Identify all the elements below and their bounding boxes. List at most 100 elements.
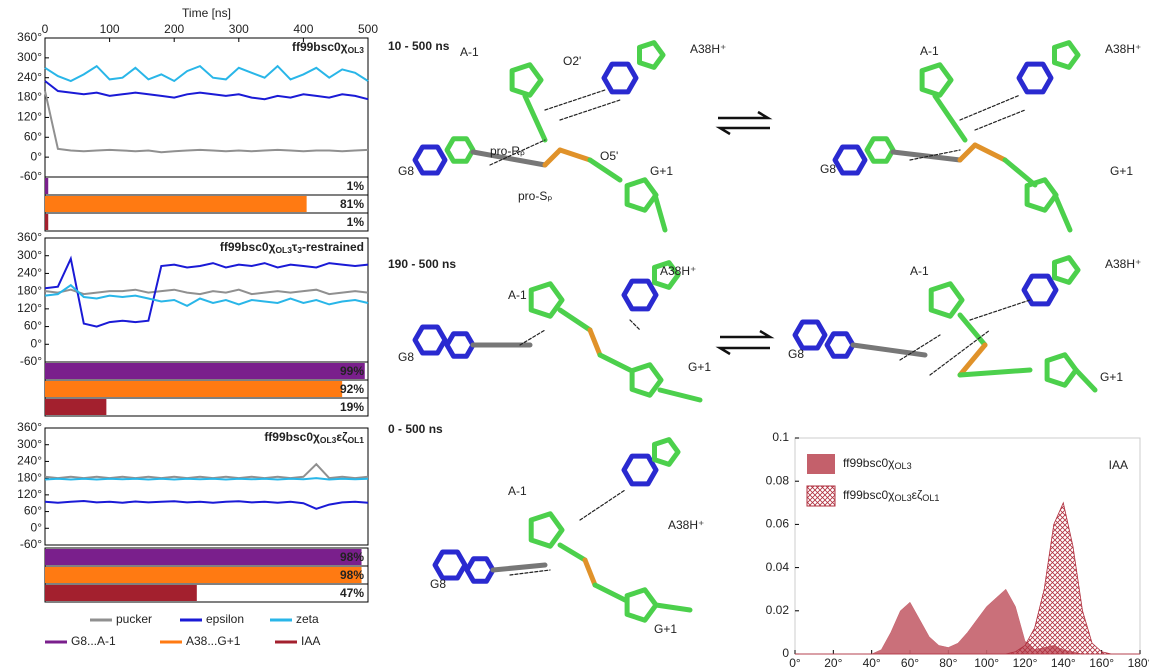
series-line [45,285,368,306]
molecule-ring [922,65,951,95]
molecule-ring [867,139,893,162]
y-tick-label: 300° [17,248,42,262]
molecule-ring [640,43,664,68]
h-bond [975,110,1025,130]
molecule-bond [960,145,975,160]
x-tick-label: 100 [100,22,120,36]
molecule-bond [590,330,600,355]
molecule-bond [595,585,625,600]
residue-label: G+1 [650,164,673,178]
residue-label: G8 [788,347,804,361]
y-tick-label: 360° [17,420,42,434]
residue-label: A38H⁺ [1105,257,1141,271]
molecule-ring [624,281,656,309]
x-tick-label: 300 [229,22,249,36]
occupancy-bar [45,196,307,212]
y-tick-label: 60° [24,504,42,518]
h-bond [510,570,550,575]
h-bond [630,320,640,330]
molecule-ring [1047,355,1076,385]
plot-frame [795,438,1140,654]
residue-label: O5' [600,149,618,163]
y-tick-label: 0.1 [772,430,789,444]
text-part: ff99bsc0χ [843,456,895,470]
residue-label: A-1 [508,484,527,498]
molecule-ring [604,64,636,92]
h-bond [580,490,625,520]
residue-label: A-1 [460,45,479,59]
y-tick-label: -60° [20,354,42,368]
molecule-bond [1055,195,1070,230]
y-tick-label: 360° [17,230,42,244]
legend-label: G8...A-1 [71,634,116,648]
subscript: OL3 [275,245,292,255]
y-tick-label: 300° [17,437,42,451]
legend-label: IAA [301,634,320,648]
x-tick-label: 160° [1089,656,1114,670]
x-tick-label: 100° [974,656,999,670]
plot-frame [45,38,368,177]
residue-label: A38H⁺ [690,42,726,56]
molecule-ring [931,284,962,316]
residue-label: G8 [398,164,414,178]
x-tick-label: 180° [1128,656,1149,670]
molecule-ring [467,559,493,582]
y-tick-label: 60° [24,129,42,143]
y-tick-label: 0.06 [766,517,790,531]
molecule-ring [835,147,865,173]
occupancy-label: 92% [340,382,364,396]
x-tick-label: 60° [901,656,919,670]
occupancy-label: 99% [340,364,364,378]
molecule-bond [560,150,590,160]
x-tick-label: 0° [789,656,801,670]
text-part: ff99bsc0χ [220,240,276,254]
molecule-bond [493,565,545,570]
y-tick-label: -60° [20,169,42,183]
molecule-ring [1024,276,1056,304]
molecule-bond [1005,160,1035,185]
text-part: εζ [336,430,348,444]
molecule-ring [795,322,825,348]
molecule-ring [1019,64,1051,92]
molecule-ring [415,327,445,353]
simulation-window: 0 - 500 ns [388,422,443,436]
molecule-ring [627,590,656,620]
series-line [45,501,368,509]
y-tick-label: 120° [17,110,42,124]
molecule-bond [585,560,595,585]
h-bond [970,300,1030,320]
y-tick-label: 0 [782,646,789,660]
residue-label: pro-Sₚ [518,189,552,203]
occupancy-bar [45,549,362,565]
figure: 360°300°240°180°120°60°0°-60°01002003004… [0,0,1149,671]
y-tick-label: 120° [17,301,42,315]
series-line [45,464,368,478]
molecule-bond [560,310,590,330]
annotation: IAA [1109,458,1128,472]
legend-swatch [807,486,835,506]
y-tick-label: 240° [17,454,42,468]
residue-label: A-1 [920,44,939,58]
molecule-bond [525,96,545,140]
subscript: OL3 [320,435,337,445]
x-tick-label: 80° [939,656,957,670]
residue-label: G8 [398,350,414,364]
simulation-window: 190 - 500 ns [388,257,456,271]
molecule-bond [560,545,585,560]
series-line [45,478,368,479]
molecule-bond [935,96,965,140]
molecule-bond [853,345,925,355]
density-area [795,503,1140,654]
series-line [45,91,368,152]
occupancy-bar [45,381,342,397]
legend-label: epsilon [206,612,244,626]
occupancy-label: 1% [347,215,365,229]
text-with-subscripts: ff99bsc0χOL3 [843,456,912,471]
text-part: εζ [912,488,923,502]
text-with-subscripts: ff99bsc0χOL3εζOL1 [264,430,364,445]
y-tick-label: 0° [31,336,43,350]
text-with-subscripts: ff99bsc0χOL3εζOL1 [843,488,940,503]
y-tick-label: -60° [20,537,42,551]
simulation-window: 10 - 500 ns [388,39,450,53]
subscript: OL1 [922,493,939,503]
